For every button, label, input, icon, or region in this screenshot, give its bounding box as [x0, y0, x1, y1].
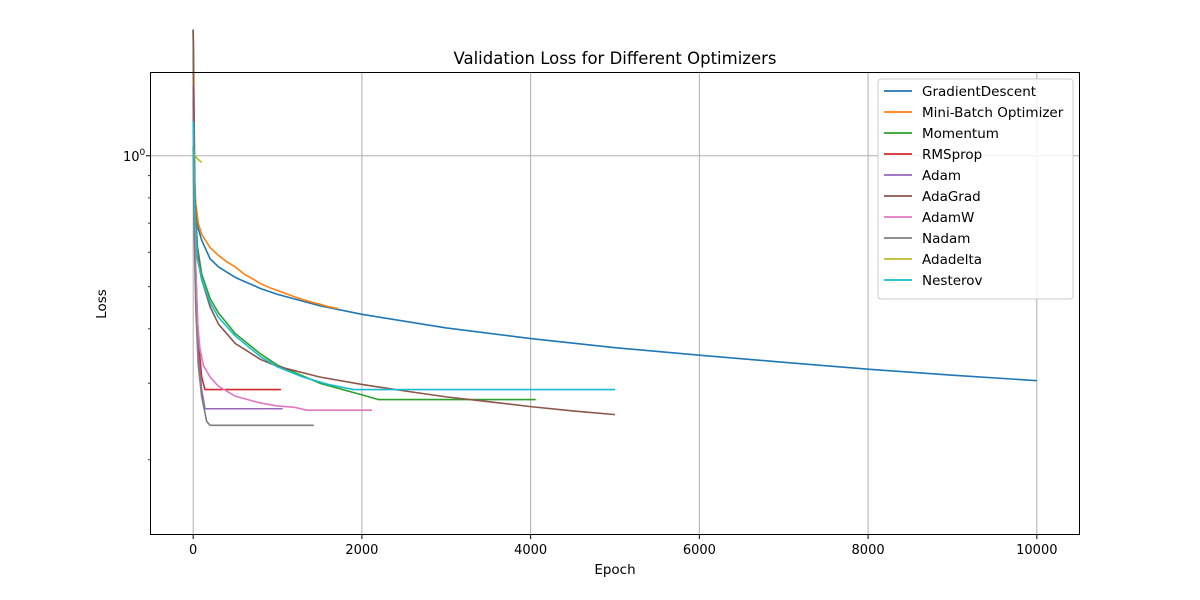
- x-tick-label: 2000: [345, 543, 378, 558]
- legend-label-nesterov: Nesterov: [922, 273, 983, 289]
- legend-label-momentum: Momentum: [922, 126, 999, 142]
- legend-label-adam: Adam: [922, 168, 961, 184]
- legend-label-gradientdescent: GradientDescent: [922, 84, 1036, 100]
- series-line-nadam: [192, 146, 314, 427]
- series-line-adamw: [192, 129, 373, 412]
- legend-label-mini-batch-optimizer: Mini-Batch Optimizer: [922, 105, 1064, 121]
- chart-title: Validation Loss for Different Optimizers: [453, 49, 776, 68]
- series-line-mini-batch-optimizer: [192, 72, 339, 310]
- legend-label-rmsprop: RMSprop: [922, 147, 982, 163]
- y-axis-label: Loss: [94, 289, 110, 319]
- legend-label-adadelta: Adadelta: [922, 252, 982, 268]
- plot-frame: [150, 72, 1080, 535]
- series-layer: [192, 29, 1037, 427]
- x-tick-label: 8000: [852, 543, 885, 558]
- x-axis-label: Epoch: [594, 562, 635, 578]
- legend-label-adagrad: AdaGrad: [922, 189, 981, 205]
- legend-box: [877, 78, 1074, 300]
- legend-label-adamw: AdamW: [922, 210, 974, 226]
- x-tick-label: 0: [189, 543, 197, 558]
- x-tick-label: 10000: [1016, 543, 1057, 558]
- series-line-nesterov: [192, 121, 615, 391]
- series-line-gradientdescent: [192, 29, 1037, 382]
- legend: GradientDescent Mini-Batch Optimizer Momen…: [877, 78, 1074, 300]
- x-tick-label: 6000: [683, 543, 716, 558]
- legend-label-nadam: Nadam: [922, 231, 970, 247]
- x-tick-label: 4000: [514, 543, 547, 558]
